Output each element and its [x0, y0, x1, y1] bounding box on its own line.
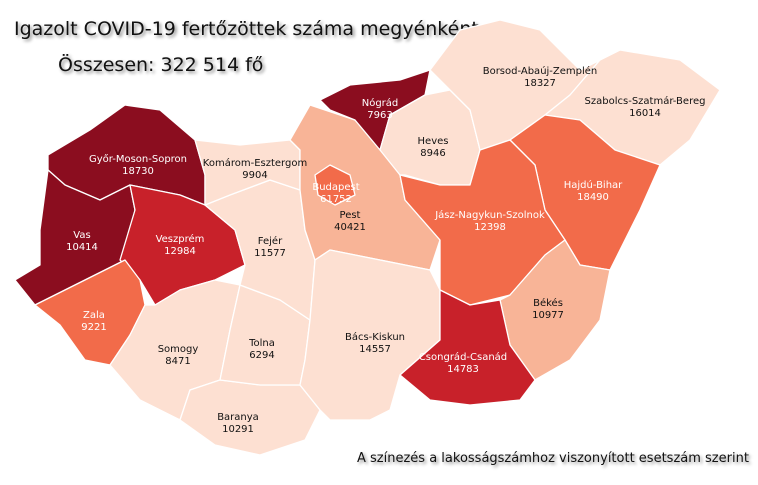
county-value-label: 14557 — [359, 344, 391, 355]
county-value-label: 61752 — [320, 194, 352, 205]
county-value-label: 10291 — [222, 424, 254, 435]
county-name-label: Győr-Moson-Sopron — [89, 153, 187, 165]
county-value-label: 18730 — [122, 166, 154, 177]
county-name-label: Borsod-Abaúj-Zemplén — [483, 65, 598, 77]
county-value-label: 18327 — [524, 78, 556, 89]
footnote: A színezés a lakosságszámhoz viszonyítot… — [357, 451, 749, 466]
county-name-label: Nógrád — [362, 97, 399, 109]
county-name-label: Fejér — [258, 235, 283, 247]
county-budapest — [314, 164, 356, 206]
county-name-label: Szabolcs-Szatmár-Bereg — [585, 95, 706, 107]
county-value-label: 10977 — [532, 310, 564, 321]
county-name-label: Veszprém — [156, 233, 205, 245]
county-name-label: Tolna — [248, 338, 275, 349]
county-value-label: 9904 — [242, 170, 267, 181]
county-name-label: Komárom-Esztergom — [203, 157, 307, 169]
county-name-label: Bács-Kiskun — [345, 331, 405, 343]
map-title: Igazolt COVID-19 fertőzöttek száma megyé… — [14, 18, 479, 40]
county-value-label: 18490 — [577, 192, 609, 203]
county-value-label: 7963 — [367, 110, 392, 121]
county-bacs-kiskun — [299, 249, 441, 421]
county-name-label: Hajdú-Bihar — [564, 179, 623, 191]
county-value-label: 9221 — [81, 322, 106, 333]
county-value-label: 12398 — [474, 222, 506, 233]
county-name-label: Csongrád-Csanád — [419, 351, 507, 363]
county-value-label: 8946 — [420, 148, 445, 159]
county-name-label: Békés — [533, 297, 563, 309]
county-name-label: Heves — [418, 136, 449, 147]
total-cases: Összesen: 322 514 fő — [58, 54, 264, 76]
county-value-label: 12984 — [164, 246, 196, 257]
county-name-label: Zala — [83, 310, 105, 321]
county-name-label: Somogy — [158, 344, 199, 355]
county-value-label: 10414 — [66, 242, 98, 253]
county-value-label: 11577 — [254, 248, 286, 259]
county-value-label: 6294 — [249, 350, 274, 361]
county-name-label: Pest — [340, 210, 361, 221]
county-komarom-esztergom — [194, 139, 301, 206]
county-name-label: Jász-Nagykun-Szolnok — [434, 209, 545, 221]
county-value-label: 16014 — [629, 108, 661, 119]
county-value-label: 40421 — [334, 222, 366, 233]
county-name-label: Baranya — [217, 412, 259, 423]
county-value-label: 8471 — [165, 356, 190, 367]
county-csongrad-csanad — [399, 289, 536, 406]
county-name-label: Vas — [73, 230, 90, 241]
county-name-label: Budapest — [312, 182, 359, 193]
county-value-label: 14783 — [447, 364, 479, 375]
